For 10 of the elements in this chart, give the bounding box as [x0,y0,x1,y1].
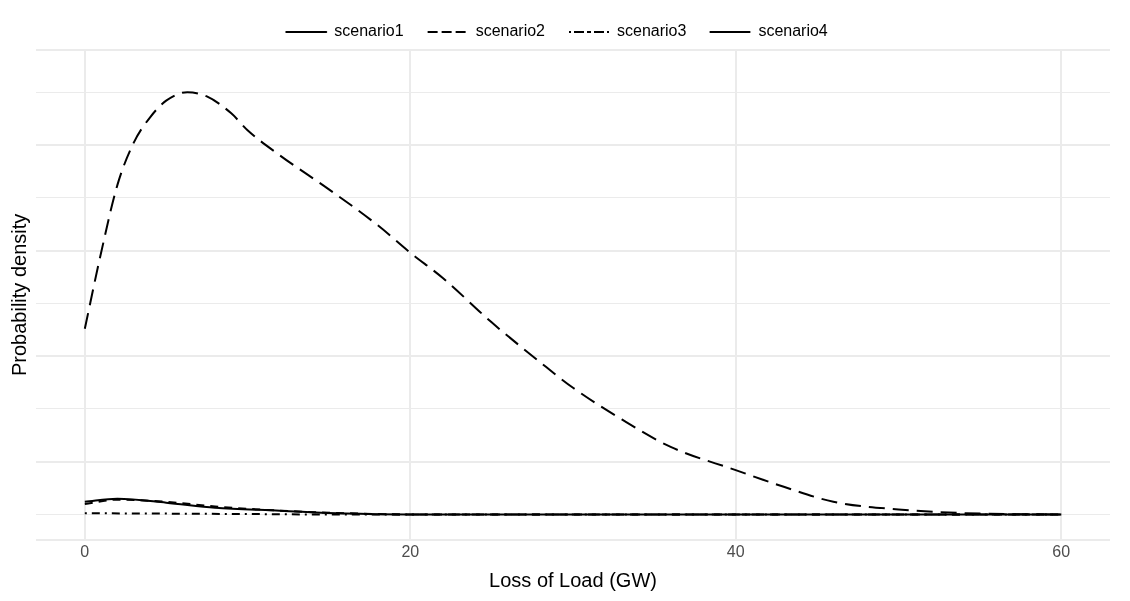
x-tick-label: 0 [80,542,90,560]
legend-label: scenario1 [334,22,404,40]
x-tick-label: 40 [726,542,745,560]
y-axis-title: Probability density [7,213,30,377]
legend-label: scenario3 [617,22,687,40]
legend-label: scenario2 [475,22,546,40]
x-tick-label: 20 [401,542,420,560]
legend-label: scenario4 [758,22,828,40]
x-tick-label: 60 [1052,542,1071,560]
x-axis-title: Loss of Load (GW) [489,568,657,591]
